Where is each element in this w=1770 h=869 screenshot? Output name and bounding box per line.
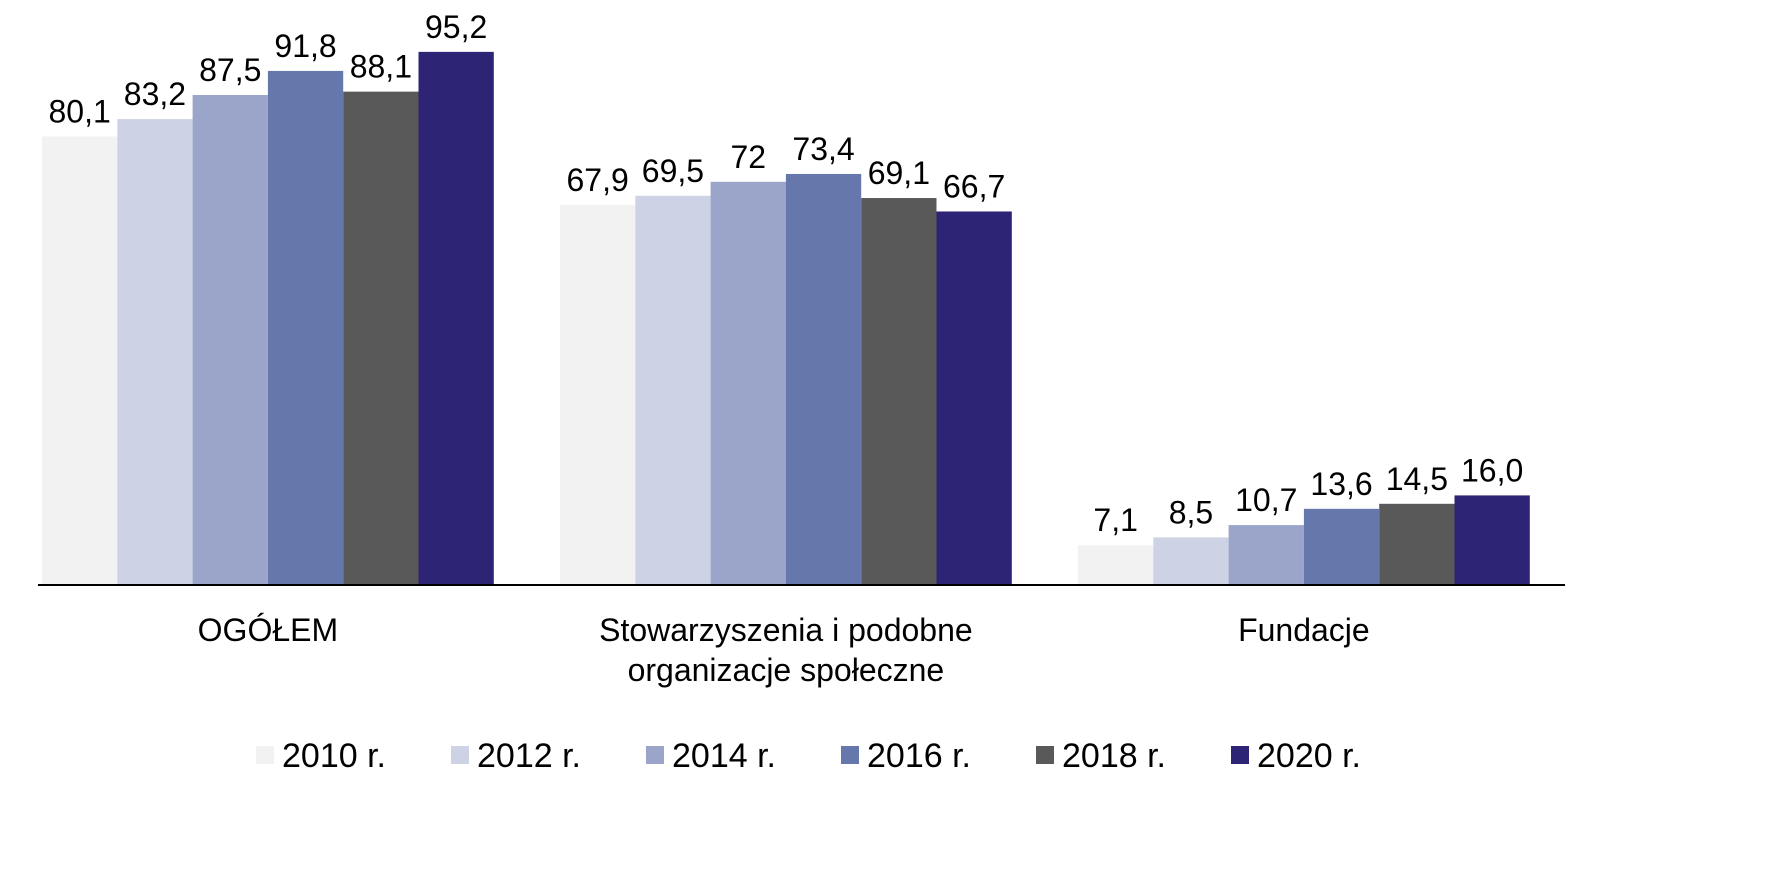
data-label: 91,8 bbox=[274, 28, 336, 64]
x-tick-label: OGÓŁEM bbox=[197, 612, 339, 648]
bar bbox=[418, 51, 494, 585]
data-label: 14,5 bbox=[1386, 461, 1448, 497]
data-label: 73,4 bbox=[792, 131, 854, 167]
bar bbox=[1379, 503, 1455, 585]
data-label: 80,1 bbox=[49, 93, 111, 129]
legend-swatch bbox=[451, 746, 469, 764]
x-tick-label: Stowarzyszenia i podobne organizacje spo… bbox=[599, 612, 973, 688]
data-label: 67,9 bbox=[567, 162, 629, 198]
legend-label: 2016 r. bbox=[867, 737, 971, 775]
bar bbox=[560, 204, 636, 585]
data-label: 72 bbox=[730, 139, 766, 175]
data-label: 8,5 bbox=[1169, 494, 1213, 530]
data-label: 7,1 bbox=[1093, 502, 1137, 538]
bar bbox=[1078, 545, 1154, 585]
data-label: 95,2 bbox=[425, 9, 487, 45]
bar bbox=[267, 70, 344, 586]
data-label: 83,2 bbox=[124, 76, 186, 112]
legend-swatch bbox=[1231, 746, 1249, 764]
data-label: 13,6 bbox=[1310, 466, 1372, 502]
data-label: 16,0 bbox=[1461, 452, 1523, 488]
bar bbox=[1153, 537, 1229, 585]
legend-label: 2012 r. bbox=[477, 737, 581, 775]
bar bbox=[343, 91, 419, 585]
bar bbox=[1303, 508, 1380, 585]
data-label: 88,1 bbox=[350, 49, 412, 85]
bar bbox=[117, 119, 193, 585]
bar bbox=[635, 195, 711, 586]
bar bbox=[861, 198, 937, 586]
bar bbox=[936, 211, 1012, 586]
data-label: 69,5 bbox=[642, 153, 704, 189]
x-tick-label: Fundacje bbox=[1238, 612, 1370, 648]
data-label: 69,1 bbox=[868, 155, 930, 191]
legend-swatch bbox=[256, 746, 274, 764]
legend-label: 2020 r. bbox=[1257, 737, 1361, 775]
legend-swatch bbox=[841, 746, 859, 764]
data-label: 66,7 bbox=[943, 168, 1005, 204]
bar bbox=[710, 181, 786, 586]
legend-swatch bbox=[646, 746, 664, 764]
legend-label: 2010 r. bbox=[282, 737, 386, 775]
bar bbox=[1228, 525, 1304, 585]
data-label: 10,7 bbox=[1235, 482, 1297, 518]
legend-swatch bbox=[1036, 746, 1054, 764]
bar bbox=[42, 136, 118, 585]
bar bbox=[1454, 495, 1530, 585]
bar bbox=[785, 173, 862, 585]
bar bbox=[192, 95, 268, 585]
legend-label: 2014 r. bbox=[672, 737, 776, 775]
legend-label: 2018 r. bbox=[1062, 737, 1166, 775]
data-label: 87,5 bbox=[199, 52, 261, 88]
